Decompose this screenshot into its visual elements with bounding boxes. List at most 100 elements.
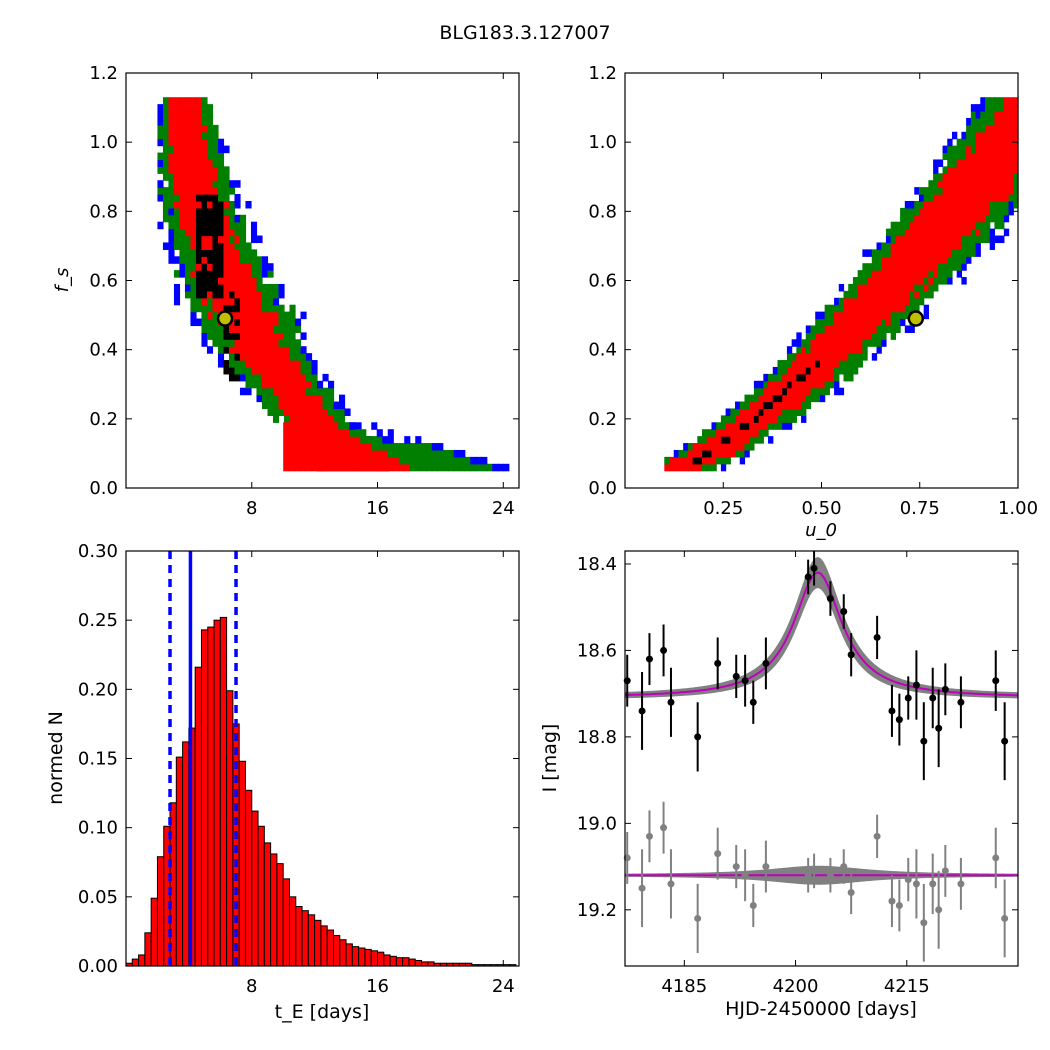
heatmap-cell xyxy=(343,429,350,437)
heatmap-cell xyxy=(256,304,263,313)
heatmap-cell xyxy=(852,290,859,299)
heatmap-cell xyxy=(980,152,986,161)
heatmap-cell xyxy=(338,449,345,458)
heatmap-cell xyxy=(217,194,225,202)
heatmap-cell xyxy=(168,200,175,209)
heatmap-cell xyxy=(984,152,991,161)
heatmap-cell xyxy=(256,339,263,347)
heatmap-cell xyxy=(687,463,694,472)
heatmap-cell xyxy=(201,332,208,340)
heatmap-cell xyxy=(730,415,736,423)
heatmap-cell xyxy=(190,277,197,285)
residual-point xyxy=(741,871,749,879)
heatmap-cell xyxy=(360,429,367,437)
heatmap-cell xyxy=(250,256,258,264)
heatmap-cell xyxy=(267,401,274,410)
heatmap-cell xyxy=(256,311,263,320)
heatmap-cell xyxy=(212,221,219,230)
heatmap-cell xyxy=(989,97,996,105)
residual-point xyxy=(826,871,834,879)
heatmap-cell xyxy=(772,380,779,389)
heatmap-cell xyxy=(829,373,835,382)
heatmap-cell xyxy=(272,380,280,389)
heatmap-cell xyxy=(739,408,746,416)
heatmap-cell xyxy=(942,256,948,264)
heatmap-cell xyxy=(300,387,307,396)
heatmap-cell xyxy=(355,422,362,430)
heatmap-cell xyxy=(442,456,449,465)
heatmap-cell xyxy=(876,270,882,278)
y-tick-label: 1.2 xyxy=(89,63,118,84)
heatmap-cell xyxy=(989,214,996,223)
heatmap-cell xyxy=(239,366,247,375)
heatmap-cell xyxy=(328,408,335,416)
heatmap-cell xyxy=(711,456,717,465)
heatmap-cell xyxy=(819,353,826,361)
heatmap-cell xyxy=(310,463,317,472)
heatmap-cell xyxy=(332,436,339,444)
heatmap-cell xyxy=(937,228,944,237)
heatmap-cell xyxy=(801,380,807,389)
heatmap-cell xyxy=(857,318,863,327)
data-point xyxy=(714,659,722,667)
heatmap-cell xyxy=(354,436,361,444)
data-point xyxy=(840,608,848,616)
heatmap-cell xyxy=(322,408,329,416)
heatmap-cell xyxy=(283,422,290,430)
heatmap-cell xyxy=(984,131,991,140)
heatmap-cell xyxy=(937,249,944,257)
histogram-bar xyxy=(138,954,146,967)
heatmap-cell xyxy=(768,422,774,430)
heatmap-cell xyxy=(838,346,845,354)
heatmap-cell xyxy=(989,152,996,161)
heatmap-cell xyxy=(228,256,236,264)
heatmap-cell xyxy=(190,270,197,278)
heatmap-cell xyxy=(201,256,208,264)
heatmap-cell xyxy=(190,104,197,112)
heatmap-cell xyxy=(848,332,854,340)
heatmap-cell xyxy=(190,131,197,140)
heatmap-cell xyxy=(777,415,783,423)
heatmap-cell xyxy=(272,283,280,292)
heatmap-cell xyxy=(404,443,411,451)
heatmap-cell xyxy=(245,297,252,306)
heatmap-cell xyxy=(871,277,878,285)
heatmap-cell xyxy=(885,228,892,237)
heatmap-cell xyxy=(195,283,203,292)
heatmap-cell xyxy=(843,311,849,320)
histogram-bar xyxy=(238,760,246,967)
heatmap-cell xyxy=(234,221,241,230)
heatmap-cell xyxy=(918,207,925,216)
heatmap-cell xyxy=(256,283,263,292)
heatmap-cell xyxy=(190,145,197,154)
heatmap-cell xyxy=(278,283,285,292)
heatmap-cell xyxy=(843,332,849,340)
heatmap-cell xyxy=(190,138,197,147)
heatmap-cell xyxy=(966,166,972,174)
heatmap-cell xyxy=(245,277,252,285)
heatmap-cell xyxy=(956,228,963,237)
data-point xyxy=(941,685,949,693)
heatmap-cell xyxy=(956,249,963,257)
heatmap-cell xyxy=(305,422,312,430)
heatmap-cell xyxy=(206,290,214,299)
heatmap-cell xyxy=(961,152,967,161)
heatmap-cell xyxy=(989,207,996,216)
histogram-bar xyxy=(219,616,228,967)
heatmap-cell xyxy=(999,131,1005,140)
heatmap-cell xyxy=(349,443,356,451)
heatmap-cell xyxy=(918,256,925,264)
heatmap-cell xyxy=(753,422,760,430)
heatmap-cell xyxy=(909,263,915,271)
heatmap-cell xyxy=(904,270,911,278)
heatmap-cell xyxy=(857,297,863,306)
data-point xyxy=(935,724,943,732)
residual-point xyxy=(667,880,675,888)
heatmap-cell xyxy=(184,235,192,244)
heatmap-cell xyxy=(278,394,285,403)
heatmap-cell xyxy=(867,277,873,285)
heatmap-cell xyxy=(970,104,977,112)
heatmap-cell xyxy=(256,387,263,396)
heatmap-cell xyxy=(900,290,906,299)
heatmap-cell xyxy=(885,277,892,285)
